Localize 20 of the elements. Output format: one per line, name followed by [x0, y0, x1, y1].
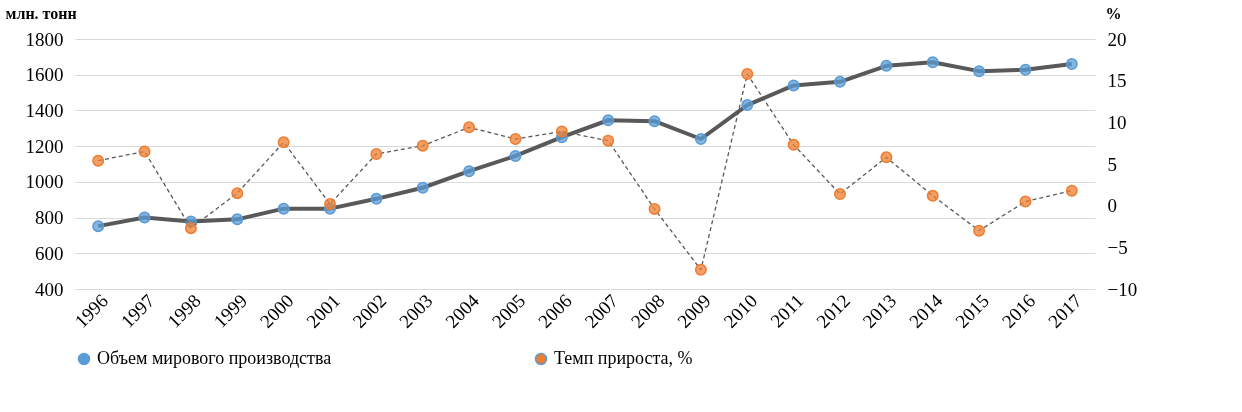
y-axis-title: млн. тонн — [5, 4, 77, 22]
x-tick-label: 2011 — [766, 290, 808, 332]
y2-tick-label: −5 — [1107, 236, 1128, 258]
y-tick-label: 1200 — [25, 135, 64, 157]
y2-axis-title: % — [1105, 4, 1122, 22]
y-tick-label: 400 — [35, 278, 64, 300]
legend-label: Темп прироста, % — [554, 348, 693, 368]
y-tick-label: 600 — [35, 242, 64, 264]
y2-tick-label: 15 — [1107, 70, 1127, 92]
y2-tick-label: 0 — [1107, 195, 1117, 217]
y-tick-label: 1600 — [25, 64, 64, 86]
y-tick-label: 1400 — [25, 99, 64, 121]
y2-tick-label: 20 — [1107, 28, 1127, 50]
y-tick-label: 1800 — [25, 28, 64, 50]
legend-label: Объем мирового производства — [97, 348, 332, 368]
y2-tick-label: −10 — [1107, 278, 1138, 300]
y-tick-label: 1000 — [25, 171, 64, 193]
y-tick-label: 800 — [35, 207, 64, 229]
y2-tick-label: 10 — [1107, 111, 1127, 133]
y2-tick-label: 5 — [1107, 153, 1117, 175]
